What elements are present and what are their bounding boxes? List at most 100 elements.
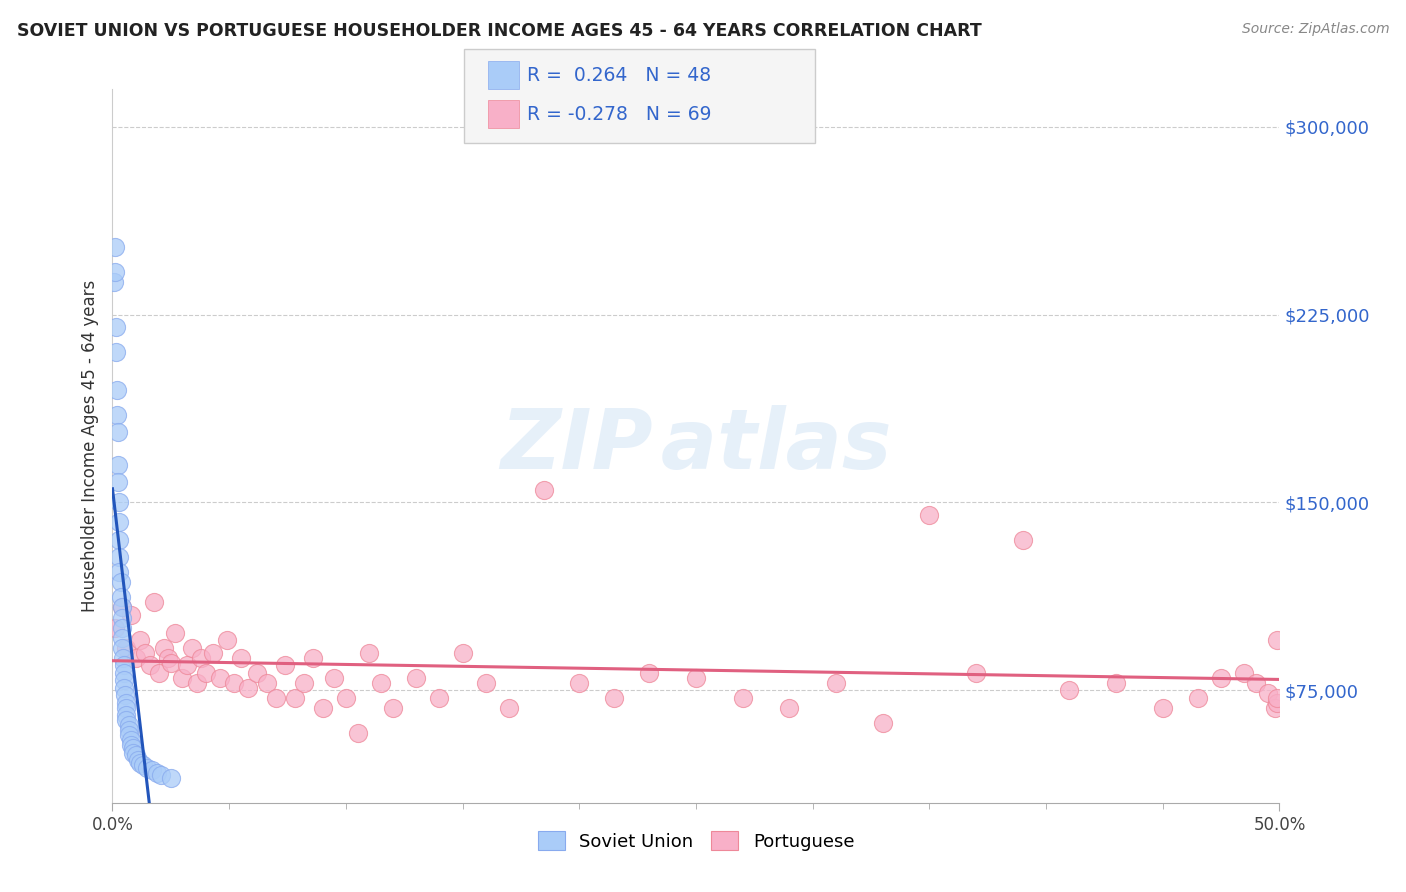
Point [335,690,357,705]
Point [292,675,315,690]
Point [323,671,346,685]
Point [283,690,305,705]
Point [1187,690,1209,705]
Point [451,646,474,660]
Point [1244,675,1267,690]
Point [172,671,194,685]
Point [150,768,173,782]
Point [115,700,138,714]
Point [603,690,626,705]
Point [103,275,125,289]
Point [311,700,333,714]
Point [112,673,135,687]
Point [108,550,131,565]
Point [1265,690,1288,705]
Point [110,591,132,605]
Point [236,681,259,695]
Point [118,728,141,742]
Point [965,665,987,680]
Point [118,723,141,738]
Point [1152,700,1174,714]
Point [1011,533,1033,547]
Point [148,665,170,680]
Text: R = -0.278   N = 69: R = -0.278 N = 69 [527,105,711,124]
Text: R =  0.264   N = 48: R = 0.264 N = 48 [527,66,711,85]
Point [115,640,138,655]
Point [405,671,427,685]
Point [111,600,134,615]
Y-axis label: Householder Income Ages 45 - 64 years: Householder Income Ages 45 - 64 years [80,280,98,612]
Point [111,621,134,635]
Point [201,646,224,660]
Point [918,508,941,522]
Point [190,650,212,665]
Point [498,700,520,714]
Point [110,575,132,590]
Point [1233,665,1256,680]
Point [1265,696,1288,710]
Point [638,665,661,680]
Point [229,650,252,665]
Point [107,458,129,472]
Point [125,748,148,763]
Point [778,700,800,714]
Point [104,345,127,359]
Text: ZIP atlas: ZIP atlas [501,406,891,486]
Point [215,633,238,648]
Point [115,713,138,727]
Point [114,688,136,702]
Text: Source: ZipAtlas.com: Source: ZipAtlas.com [1241,22,1389,37]
Point [160,771,183,785]
Point [112,681,135,695]
Point [568,675,591,690]
Point [104,265,127,279]
Point [127,753,149,767]
Point [108,566,131,580]
Point [143,595,166,609]
Point [194,665,217,680]
Point [1059,683,1081,698]
Point [120,738,142,752]
Point [120,733,142,747]
Point [731,690,754,705]
Point [118,718,141,732]
Point [115,696,138,710]
Point [141,764,163,778]
Point [208,671,231,685]
Point [1265,633,1288,648]
Point [427,690,450,705]
Point [222,675,245,690]
Point [111,650,134,665]
Text: SOVIET UNION VS PORTUGUESE HOUSEHOLDER INCOME AGES 45 - 64 YEARS CORRELATION CHA: SOVIET UNION VS PORTUGUESE HOUSEHOLDER I… [17,22,981,40]
Point [533,483,555,497]
Point [1105,675,1128,690]
Point [111,631,134,645]
Point [146,765,169,780]
Point [264,690,287,705]
Point [176,658,198,673]
Point [115,708,138,723]
Point [111,610,134,624]
Point [1257,685,1279,699]
Point [107,475,129,490]
Point [872,715,894,730]
Point [104,240,127,254]
Point [108,533,131,547]
Point [129,756,152,770]
Legend: Soviet Union, Portuguese: Soviet Union, Portuguese [530,824,862,858]
Point [246,665,269,680]
Point [139,658,162,673]
Point [136,761,159,775]
Point [302,650,325,665]
Point [129,633,152,648]
Point [111,640,134,655]
Point [186,675,208,690]
Point [825,675,848,690]
Point [122,740,145,755]
Point [105,383,128,397]
Point [112,665,135,680]
Point [120,607,142,622]
Point [274,658,297,673]
Point [108,516,131,530]
Point [107,425,129,440]
